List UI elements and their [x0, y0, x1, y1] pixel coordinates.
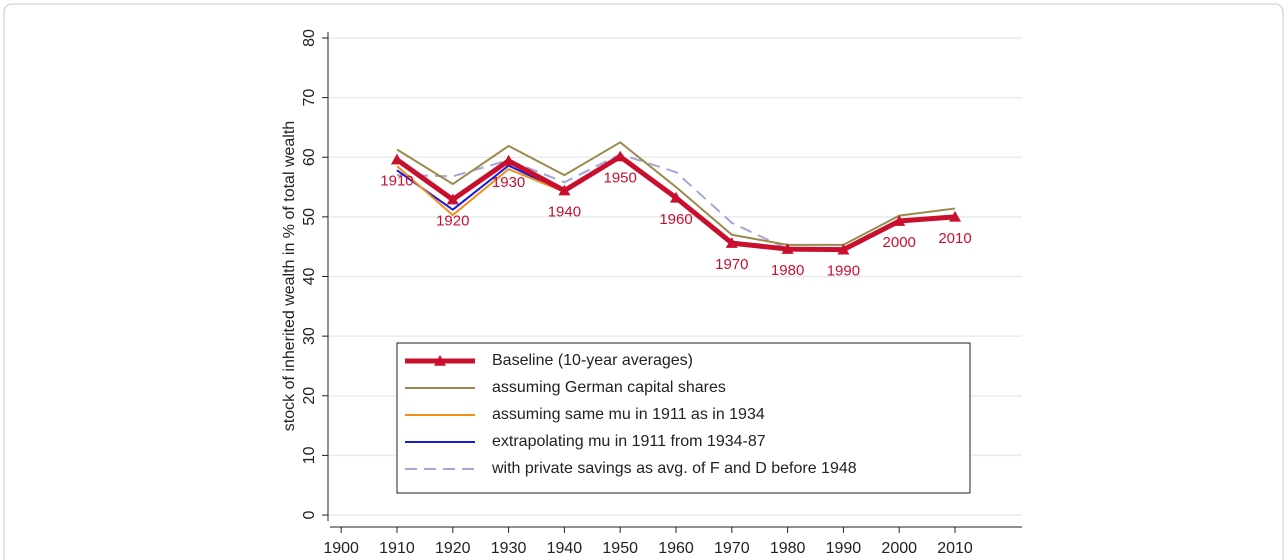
x-tick-label: 1970 — [714, 540, 750, 557]
marker — [725, 237, 738, 248]
x-tick-label: 1990 — [826, 540, 862, 557]
y-tick-label: 60 — [301, 148, 318, 166]
point-label: 1940 — [548, 204, 581, 221]
marker — [390, 153, 403, 165]
legend-label: assuming German capital shares — [492, 379, 726, 396]
marker — [781, 243, 794, 254]
legend-box — [396, 342, 971, 494]
legend-label: assuming same mu in 1911 as in 1934 — [492, 406, 765, 423]
marker — [670, 191, 682, 203]
x-tick-label: 1980 — [770, 540, 806, 557]
y-tick-label: 30 — [301, 327, 318, 345]
point-label: 1970 — [715, 256, 748, 273]
marker — [558, 184, 571, 196]
y-tick-label: 40 — [301, 268, 318, 286]
series-line — [396, 153, 956, 251]
x-tick-label: 1960 — [658, 540, 694, 557]
point-label: 1930 — [492, 174, 525, 191]
marker — [893, 215, 906, 226]
point-label: 1980 — [771, 262, 804, 279]
y-tick-label: 20 — [301, 387, 318, 405]
legend-label: Baseline (10-year averages) — [492, 352, 693, 369]
x-tick-label: 2010 — [937, 540, 973, 557]
legend-label: extrapolating mu in 1911 from 1934-87 — [492, 433, 766, 450]
point-label: 2000 — [883, 234, 916, 251]
y-tick-label: 10 — [301, 446, 318, 464]
series-line — [396, 141, 956, 246]
x-tick-label: 2000 — [881, 540, 917, 557]
series-line — [396, 165, 565, 217]
point-label: 1920 — [436, 213, 469, 230]
y-axis-label: stock of inherited wealth in % of total … — [281, 121, 298, 431]
y-tick-label: 0 — [301, 510, 318, 519]
legend-marker — [434, 355, 446, 366]
x-tick-label: 1900 — [323, 540, 359, 557]
marker — [949, 210, 962, 222]
point-label: 2010 — [938, 230, 971, 247]
legend-label: with private savings as avg. of F and D … — [491, 460, 857, 477]
marker — [446, 193, 459, 205]
point-label: 1990 — [827, 263, 860, 280]
x-tick-label: 1910 — [379, 540, 415, 557]
x-tick-label: 1930 — [491, 540, 527, 557]
marker — [837, 243, 850, 255]
y-tick-label: 80 — [301, 29, 318, 47]
point-label: 1960 — [659, 211, 692, 228]
marker — [614, 150, 627, 162]
marker — [502, 154, 515, 166]
y-tick-label: 70 — [301, 89, 318, 107]
x-tick-label: 1940 — [547, 540, 583, 557]
point-label: 1950 — [604, 170, 637, 187]
point-label: 1910 — [380, 173, 413, 190]
x-tick-label: 1950 — [602, 540, 638, 557]
x-tick-label: 1920 — [435, 540, 471, 557]
y-tick-label: 50 — [301, 208, 318, 226]
